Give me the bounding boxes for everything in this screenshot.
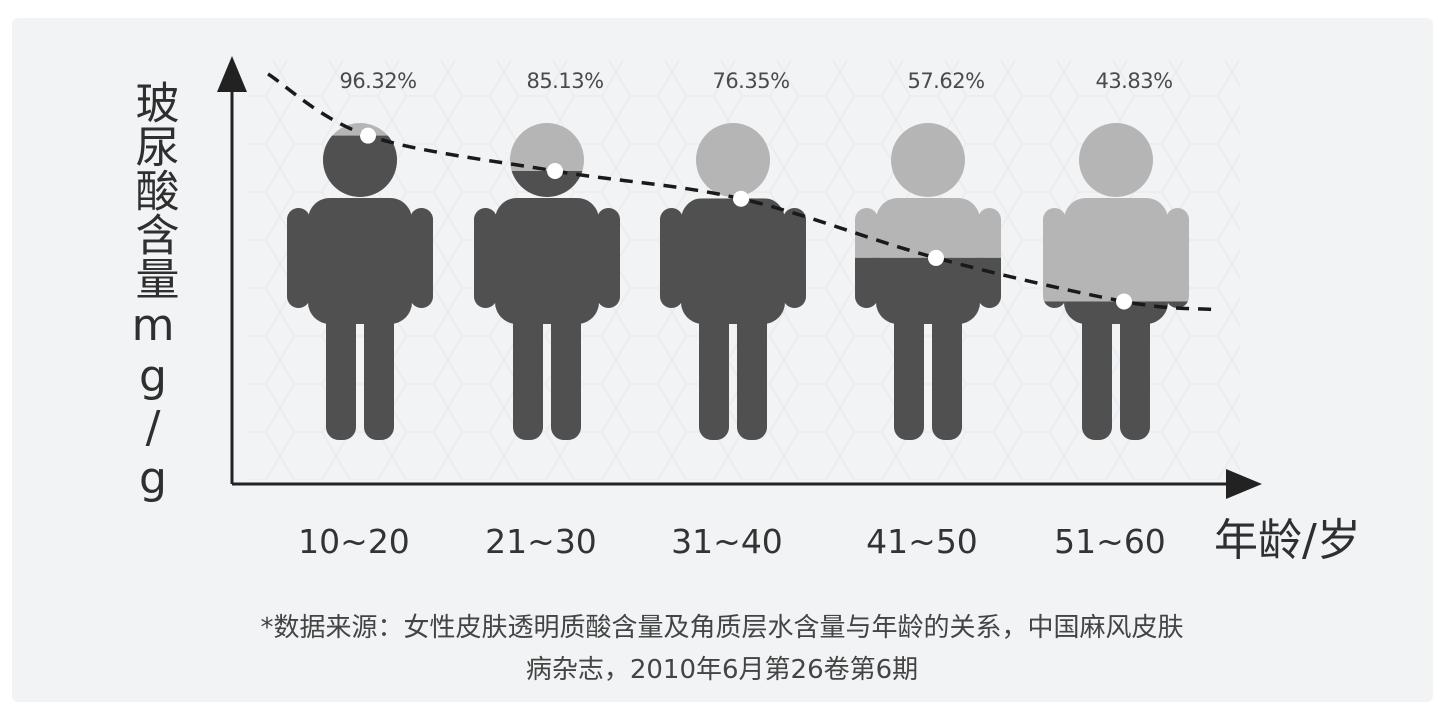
value-label-5: 43.83%	[1095, 69, 1172, 93]
trend-point-2	[547, 162, 563, 179]
category-label-4: 41~50	[866, 522, 978, 561]
person-figure-21~30	[474, 123, 620, 440]
category-label-1: 10~20	[298, 522, 410, 561]
person-filled-bar-1	[287, 135, 433, 440]
trend-points	[360, 127, 1132, 310]
y-axis-title: 玻尿酸含量mg/g	[128, 80, 179, 504]
person-filled-bar-4	[855, 257, 1001, 440]
value-labels: 96.32% 85.13% 76.35% 57.62% 43.83%	[339, 69, 1173, 93]
trend-point-5	[1116, 293, 1132, 310]
value-label-4: 57.62%	[907, 69, 984, 93]
trend-point-1	[360, 127, 376, 144]
value-label-3: 76.35%	[712, 69, 789, 93]
category-label-5: 51~60	[1054, 522, 1166, 561]
trend-point-3	[733, 190, 749, 207]
person-figure-31~40	[660, 123, 806, 440]
person-figure-51~60	[1043, 123, 1189, 440]
person-filled-bar-3	[660, 198, 806, 440]
person-filled-bar-5	[1044, 301, 1188, 440]
footnote-line-1: *数据来源：女性皮肤透明质酸含量及角质层水含量与年龄的关系，中国麻风皮肤	[260, 613, 1183, 643]
category-label-2: 21~30	[485, 522, 597, 561]
people-layer	[287, 123, 1189, 440]
person-filled-bar-2	[474, 170, 620, 440]
footnote-line-2: 病杂志，2010年6月第26卷第6期	[526, 655, 918, 685]
person-figure-10~20	[287, 123, 433, 440]
category-label-3: 31~40	[671, 522, 783, 561]
person-figure-41~50	[855, 123, 1001, 440]
category-labels: 10~20 21~30 31~40 41~50 51~60	[298, 522, 1166, 561]
value-label-2: 85.13%	[526, 69, 603, 93]
value-label-1: 96.32%	[339, 69, 416, 93]
trend-point-4	[928, 249, 944, 266]
x-axis-title: 年龄/岁	[1214, 515, 1361, 566]
